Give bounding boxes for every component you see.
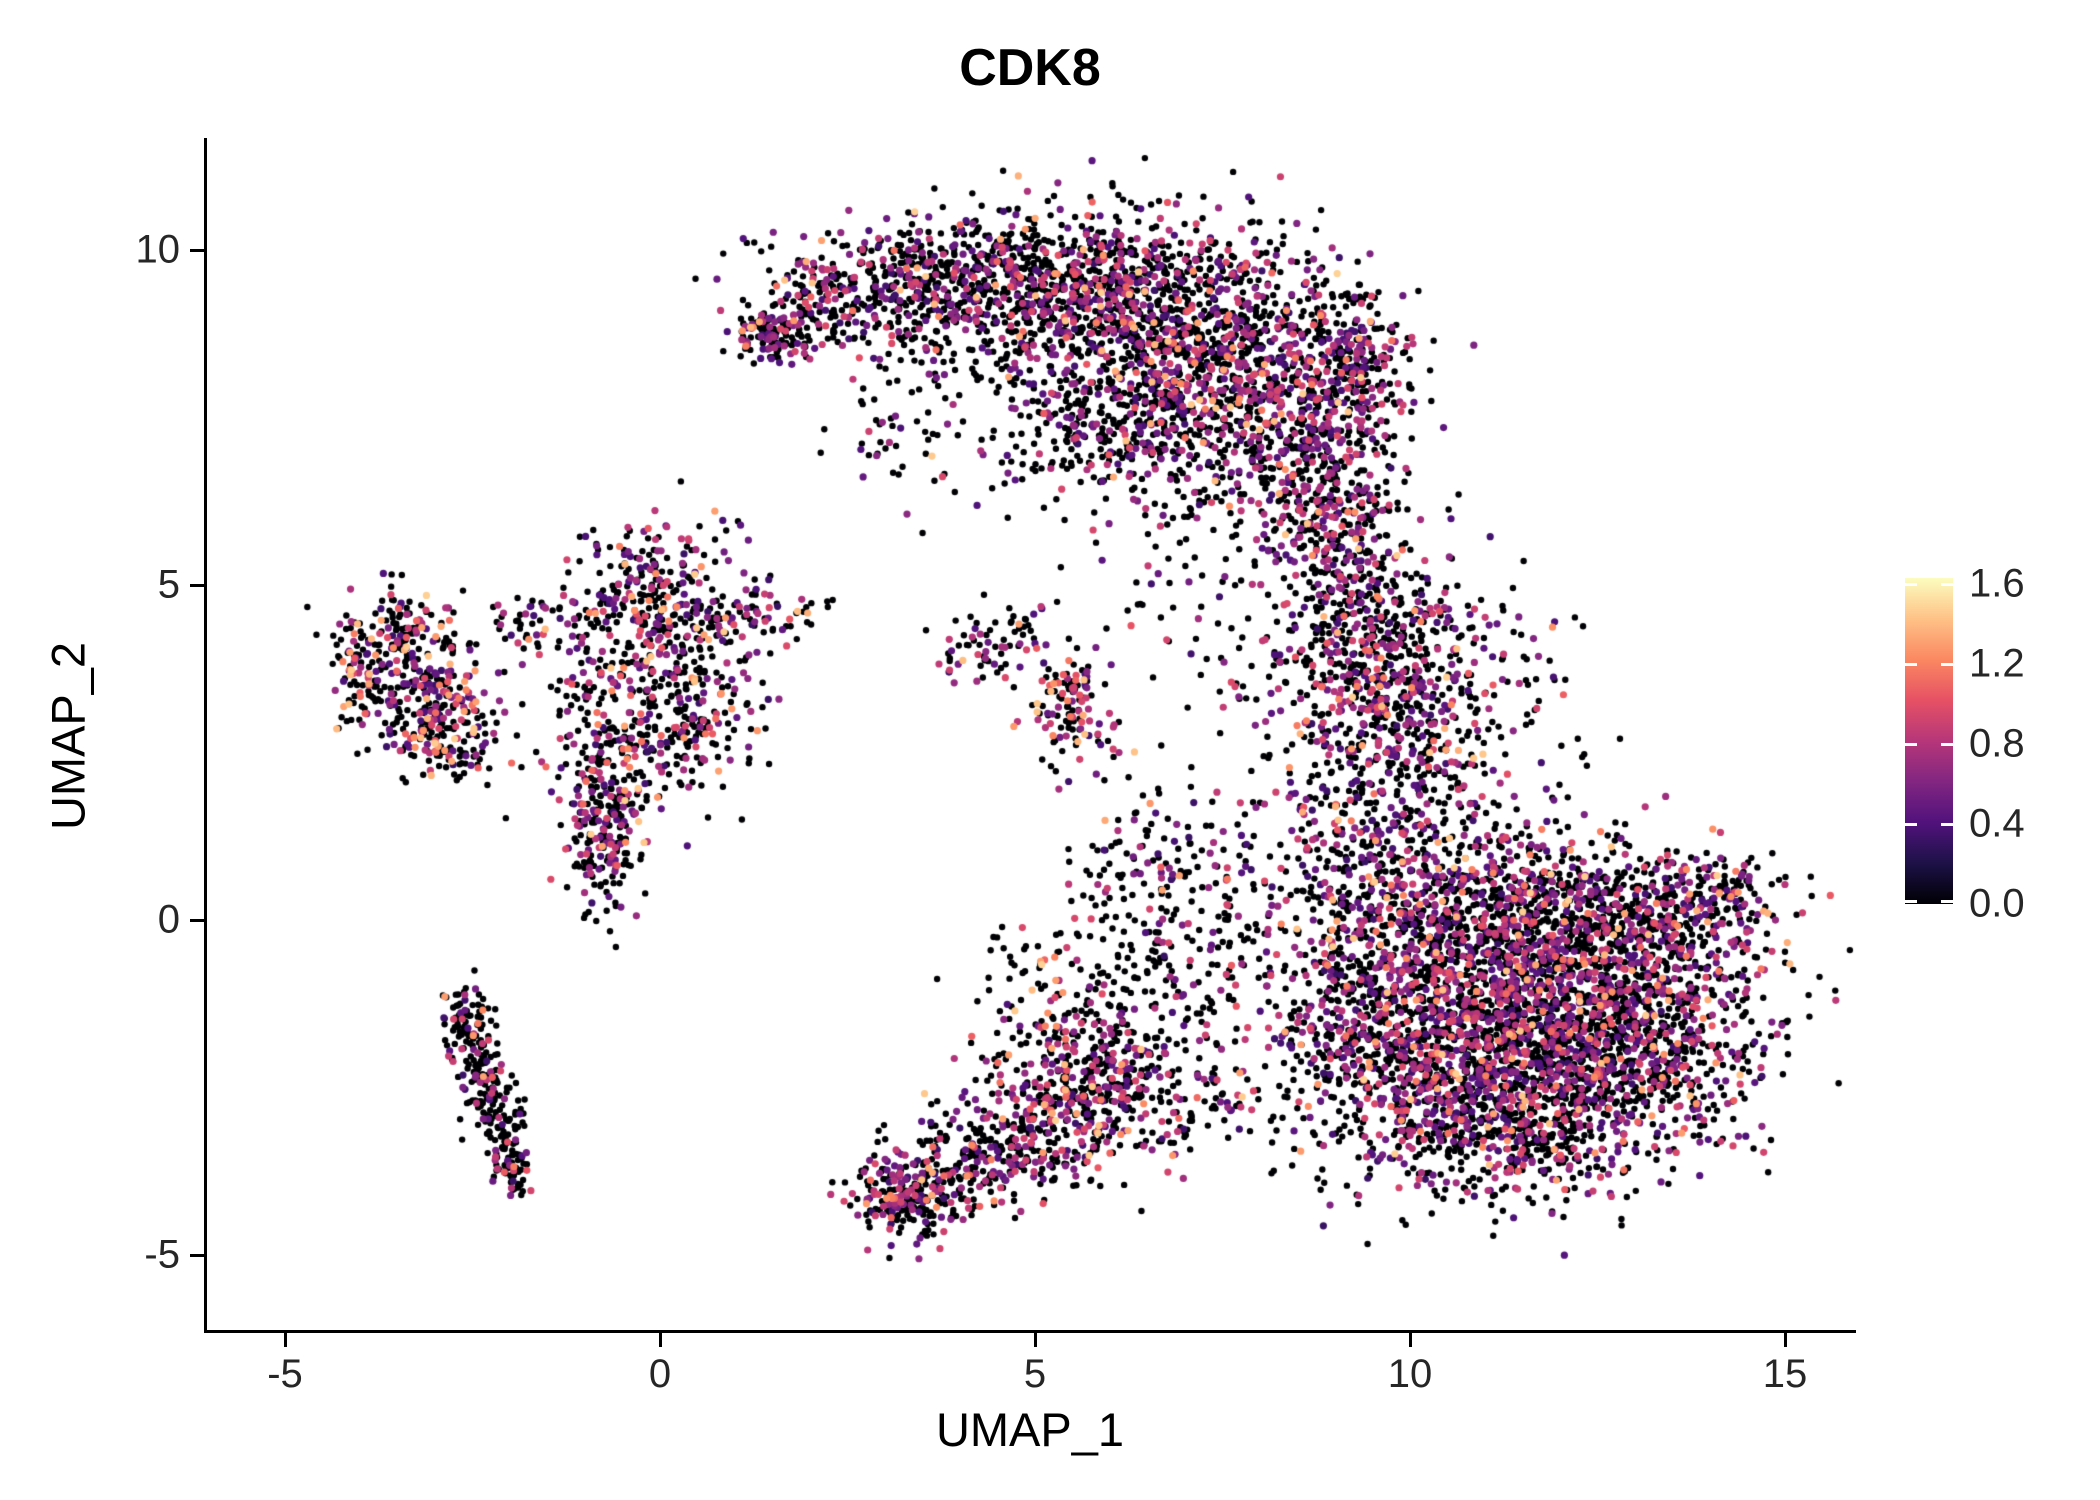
colorbar-tick-mark: [1905, 582, 1917, 586]
colorbar-tick-mark: [1905, 742, 1917, 746]
y-tick-mark: [190, 1253, 204, 1257]
x-tick-label: -5: [267, 1352, 303, 1396]
plot-title: CDK8: [959, 39, 1101, 97]
y-tick-label: 5: [157, 562, 180, 607]
colorbar-tick-label: 0.4: [1969, 801, 2025, 846]
y-tick-mark: [190, 918, 204, 922]
colorbar-tick-label: 1.2: [1969, 641, 2025, 686]
colorbar-tick-mark: [1905, 662, 1917, 666]
colorbar-gradient: [1905, 578, 1953, 904]
colorbar-tick-mark: [1941, 662, 1953, 666]
y-tick-label: 0: [157, 897, 180, 942]
y-tick-label: -5: [144, 1232, 180, 1277]
y-axis-title: UMAP_2: [41, 641, 95, 831]
y-axis-line: [204, 138, 207, 1333]
x-axis-line: [204, 1330, 1856, 1333]
colorbar-tick-label: 0.0: [1969, 881, 2025, 926]
x-tick-label: 15: [1762, 1352, 1808, 1396]
x-tick-mark: [283, 1333, 287, 1347]
y-tick-mark: [190, 583, 204, 587]
x-tick-mark: [658, 1333, 662, 1347]
x-tick-label: 0: [648, 1352, 672, 1396]
y-tick-mark: [190, 248, 204, 252]
y-tick-label: 10: [135, 227, 181, 272]
x-tick-mark: [1783, 1333, 1787, 1347]
colorbar-tick-mark: [1941, 899, 1953, 903]
colorbar-tick-mark: [1941, 742, 1953, 746]
colorbar-tick-mark: [1941, 582, 1953, 586]
x-tick-label: 10: [1387, 1352, 1433, 1396]
colorbar-tick-label: 0.8: [1969, 721, 2025, 766]
colorbar-tick-mark: [1905, 899, 1917, 903]
colorbar-tick-mark: [1905, 822, 1917, 826]
x-tick-mark: [1033, 1333, 1037, 1347]
colorbar-tick-mark: [1941, 822, 1953, 826]
x-axis-title: UMAP_1: [935, 1403, 1125, 1456]
colorbar-tick-label: 1.6: [1969, 561, 2025, 606]
x-tick-label: 5: [1023, 1352, 1047, 1396]
x-tick-mark: [1408, 1333, 1412, 1347]
